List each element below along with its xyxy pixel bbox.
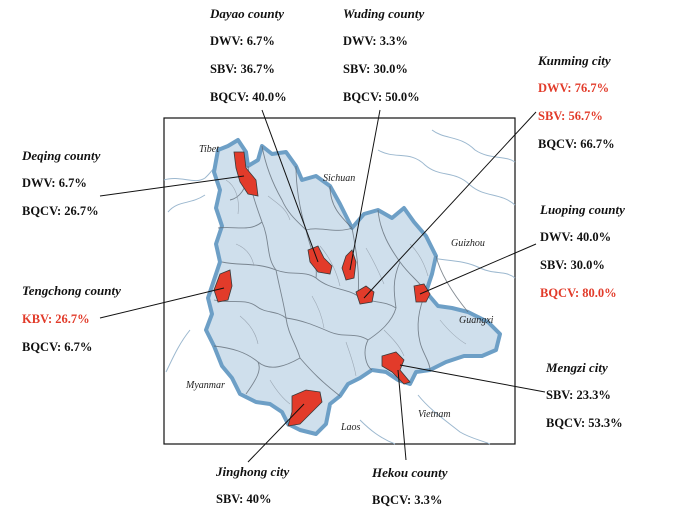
label-myanmar: Myanmar [186,380,225,391]
site-wuding-title: Wuding county [343,6,425,21]
leader-kunming [363,111,537,299]
site-jinghong-stat: SBV: 40% [216,492,272,506]
region-mengzi [381,351,411,385]
site-mengzi-title: Mengzi city [546,360,608,375]
leader-lines [99,109,546,463]
site-jinghong-title: Jinghong city [216,464,290,479]
label-guizhou: Guizhou [451,238,485,249]
label-laos: Laos [341,422,361,433]
site-deqing-stat: BQCV: 26.7% [22,204,99,218]
region-jinghong [287,389,323,427]
site-kunming-title: Kunming city [538,53,611,68]
site-luoping-stat: SBV: 30.0% [540,258,605,272]
label-guangxi: Guangxi [459,315,494,326]
leader-jinghong [247,403,305,463]
site-tengchong-title: Tengchong county [22,283,121,298]
site-luoping-stat: DWV: 40.0% [540,230,612,244]
leader-mengzi [399,364,546,393]
site-dayao-stat: SBV: 36.7% [210,62,275,76]
leader-dayao [261,109,319,263]
county-boundaries [213,145,469,397]
province-yunnan [204,138,502,436]
site-deqing-title: Deqing county [22,148,101,163]
site-luoping-stat: BQCV: 80.0% [540,286,617,300]
site-kunming-stat: BQCV: 66.7% [538,137,615,151]
region-dayao [307,245,333,275]
region-deqing [233,151,259,197]
site-wuding-stat: SBV: 30.0% [343,62,408,76]
leader-deqing [99,175,245,197]
map-frame [163,117,516,445]
leader-wuding [349,109,381,271]
label-vietnam: Vietnam [418,409,451,420]
site-luoping-title: Luoping county [540,202,625,217]
site-dayao-stat: DWV: 6.7% [210,34,275,48]
site-deqing-stat: DWV: 6.7% [22,176,87,190]
sampling-regions [213,151,431,427]
leader-tengchong [99,287,225,319]
site-kunming-stat: SBV: 56.7% [538,109,603,123]
label-tibet: Tibet [199,144,220,155]
site-mengzi-stat: SBV: 23.3% [546,388,611,402]
site-kunming-stat: DWV: 76.7% [538,81,610,95]
site-dayao-stat: BQCV: 40.0% [210,90,287,104]
site-dayao-title: Dayao county [210,6,285,21]
site-tengchong-stat: KBV: 26.7% [22,312,90,326]
site-hekou-title: Hekou county [372,465,448,480]
label-sichuan: Sichuan [323,173,356,184]
site-wuding-stat: BQCV: 50.0% [343,90,420,104]
site-hekou-stat: BQCV: 3.3% [372,493,443,507]
site-wuding-stat: DWV: 3.3% [343,34,408,48]
site-tengchong-stat: BQCV: 6.7% [22,340,93,354]
leader-luoping [419,243,537,295]
region-kunming [355,285,375,305]
site-mengzi-stat: BQCV: 53.3% [546,416,623,430]
leader-hekou [397,369,407,461]
